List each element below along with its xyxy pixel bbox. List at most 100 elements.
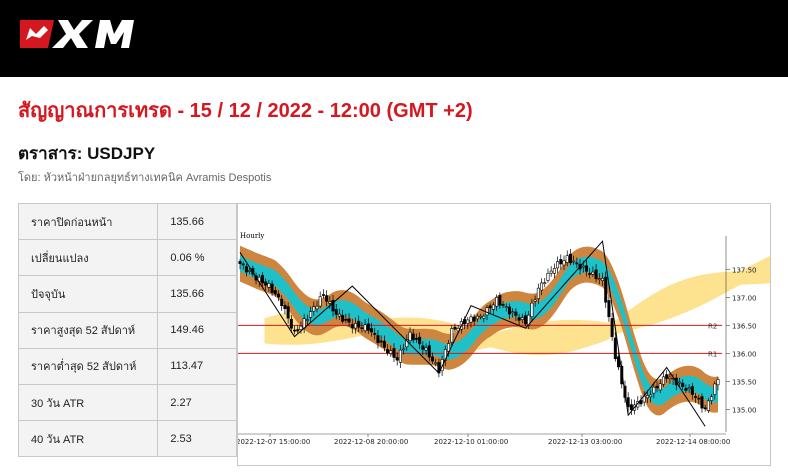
candle-body [293,329,297,332]
top-bar [0,0,788,77]
candle-body [639,400,643,405]
x-tick-label: 2022-12-08 20:00:00 [334,438,408,446]
candle-body [655,385,659,389]
candle-body [318,296,322,307]
candle-body [376,335,380,344]
y-tick-label: 135.00 [732,407,757,415]
candle-body [482,315,486,319]
level-label-r1: R1 [708,350,717,358]
candle-body [264,281,268,286]
stats-value: 2.27 [157,383,237,422]
stats-label: เปลี่ยนแปลง [17,239,159,277]
xm-logo[interactable] [18,14,138,54]
envelope-band-inner [240,255,718,406]
candle-body [491,304,495,310]
candle-body [302,318,306,329]
page-title: สัญญาณการเทรด - 15 / 12 / 2022 - 12:00 (… [18,100,473,122]
candle-body [706,400,710,411]
x-tick-label: 2022-12-10 01:00:00 [434,438,508,446]
chart-svg: R2 R1 Hourly 137.50 137.00 136.50 136.00 135.50… [238,232,770,446]
author-line: โดย: หัวหน้าฝ่ายกลยุทธ์ทางเทคนิค Avramis… [18,172,272,184]
candle-body [642,396,646,403]
candle-body [267,283,271,288]
candle-body [498,295,502,306]
zigzag-line [239,240,706,427]
stats-row: ปัจจุบัน 135.66 [17,275,237,313]
candle-body [504,306,508,308]
candle-body [591,271,595,275]
candle-body [402,348,406,351]
candle-body [536,287,540,299]
candle-body [511,311,515,314]
candle-body [434,362,438,365]
candle-body [363,324,367,331]
candle-body [479,315,483,318]
candle-body [552,268,556,274]
candle-body [530,302,534,318]
candle-body [684,388,688,391]
candle-body [350,324,354,329]
candle-body [690,386,694,395]
candle-body [453,326,457,330]
timeframe-label: Hourly [240,232,264,240]
candle-body [645,395,649,399]
stats-row: 40 วัน ATR 2.53 [17,420,237,458]
candle-body [687,387,691,390]
candle-body [447,343,451,352]
candle-body [514,311,518,316]
y-tick-label: 136.00 [732,350,757,358]
stats-row: เปลี่ยนแปลง 0.06 % [17,239,237,277]
candle-body [418,336,422,345]
candle-body [507,306,511,315]
candle-body [398,349,402,363]
candle-body [244,266,248,273]
candle-body [629,404,633,411]
candle-body [382,340,386,348]
candle-body [379,340,383,343]
candle-body [325,295,329,302]
x-tick-label: 2022-12-13 03:00:00 [548,438,622,446]
candle-body [475,315,479,320]
candle-body [337,313,341,317]
stats-row: ราคาสูงสุด 52 สัปดาห์ 149.46 [17,311,237,349]
candle-body [408,331,412,341]
candle-body [559,259,563,265]
candle-body [260,275,264,284]
candle-body [533,299,537,302]
candle-body [607,300,611,318]
candle-body [273,290,277,295]
candle-body [440,359,444,372]
candle-body [610,318,614,337]
stats-value: 135.66 [157,275,237,313]
candle-body [472,316,476,322]
candle-body [495,297,499,307]
stats-table: ราคาปิดก่อนหน้า 135.66 เปลี่ยนแปลง 0.06 % ปั… [17,202,237,458]
candle-body [373,333,377,335]
candle-body [556,261,560,269]
candle-body [430,356,434,362]
candle-body [543,282,547,284]
candle-body [392,348,396,358]
candle-body [661,376,665,385]
y-tick-label: 137.50 [732,266,757,274]
candle-body [488,305,492,309]
candle-body [568,253,572,264]
stats-value: 149.46 [157,311,237,349]
candle-body [276,293,280,298]
candle-body [296,329,300,332]
candle-body [668,376,672,379]
candle-body [386,349,390,354]
candle-body [678,381,682,384]
candle-body [344,319,348,321]
candle-body [341,315,345,322]
candle-body [334,309,338,315]
candle-body [241,263,245,266]
stats-row: ราคาปิดก่อนหน้า 135.66 [17,202,237,241]
candle-body [649,394,653,398]
level-label-r2: R2 [708,322,717,330]
candle-body [652,386,656,394]
candle-body [588,273,592,275]
candle-body [427,345,431,358]
candle-body [665,374,669,379]
candle-body [411,333,415,341]
